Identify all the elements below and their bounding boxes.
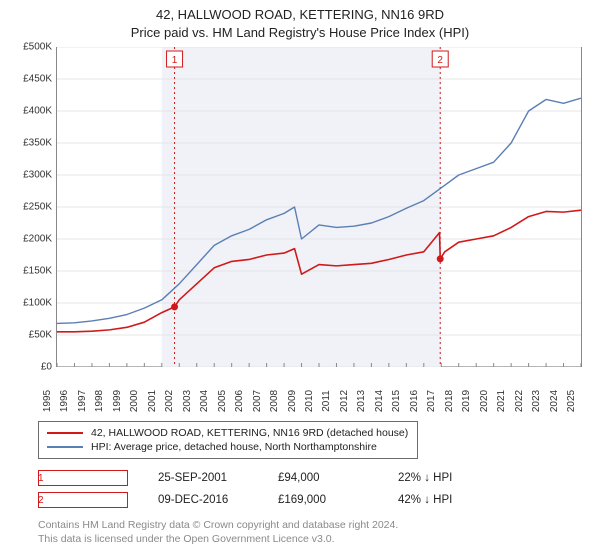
legend-box: 42, HALLWOOD ROAD, KETTERING, NN16 9RD (… <box>38 421 418 459</box>
chart-area: £0 £50K £100K £150K £200K £250K £300K £350K £400… <box>10 47 590 417</box>
marker-row: 1 25-SEP-2001 £94,000 22% ↓ HPI <box>38 467 590 489</box>
plot-svg: 12 <box>57 47 581 367</box>
markers-table: 1 25-SEP-2001 £94,000 22% ↓ HPI 2 09-DEC… <box>38 467 590 511</box>
x-tick-label: 2025 <box>566 390 594 412</box>
title-line2: Price paid vs. HM Land Registry's House … <box>131 25 469 40</box>
marker-price: £169,000 <box>278 494 368 506</box>
y-tick-label: £350K <box>23 138 52 149</box>
marker-date: 09-DEC-2016 <box>158 494 248 506</box>
svg-text:2: 2 <box>437 55 443 66</box>
y-tick-label: £250K <box>23 202 52 213</box>
marker-delta: 42% ↓ HPI <box>398 494 488 506</box>
marker-price: £94,000 <box>278 472 368 484</box>
marker-row: 2 09-DEC-2016 £169,000 42% ↓ HPI <box>38 489 590 511</box>
marker-number-box: 1 <box>38 470 128 486</box>
footer-line1: Contains HM Land Registry data © Crown c… <box>38 519 398 531</box>
svg-text:1: 1 <box>172 55 178 66</box>
y-tick-label: £0 <box>41 362 52 373</box>
marker-delta: 22% ↓ HPI <box>398 472 488 484</box>
y-tick-label: £150K <box>23 266 52 277</box>
legend-item: HPI: Average price, detached house, Nort… <box>47 440 409 454</box>
marker-number-box: 2 <box>38 492 128 508</box>
legend-label: HPI: Average price, detached house, Nort… <box>91 441 377 453</box>
legend-item: 42, HALLWOOD ROAD, KETTERING, NN16 9RD (… <box>47 426 409 440</box>
legend-swatch <box>47 446 83 448</box>
footer-line2: This data is licensed under the Open Gov… <box>38 533 335 545</box>
y-tick-label: £300K <box>23 170 52 181</box>
footer-credit: Contains HM Land Registry data © Crown c… <box>38 519 590 546</box>
y-tick-label: £450K <box>23 74 52 85</box>
y-tick-label: £400K <box>23 106 52 117</box>
chart-title: 42, HALLWOOD ROAD, KETTERING, NN16 9RD P… <box>10 6 590 41</box>
y-axis: £0£50K£100K£150K£200K£250K£300K£350K£400… <box>10 47 54 367</box>
legend-swatch <box>47 432 83 434</box>
y-tick-label: £500K <box>23 42 52 53</box>
y-tick-label: £100K <box>23 298 52 309</box>
title-line1: 42, HALLWOOD ROAD, KETTERING, NN16 9RD <box>156 7 444 22</box>
x-axis: 1995199619971998199920002001200220032004… <box>56 369 582 415</box>
plot-area: 12 <box>56 47 582 367</box>
y-tick-label: £50K <box>29 330 52 341</box>
legend-label: 42, HALLWOOD ROAD, KETTERING, NN16 9RD (… <box>91 427 408 439</box>
marker-date: 25-SEP-2001 <box>158 472 248 484</box>
y-tick-label: £200K <box>23 234 52 245</box>
